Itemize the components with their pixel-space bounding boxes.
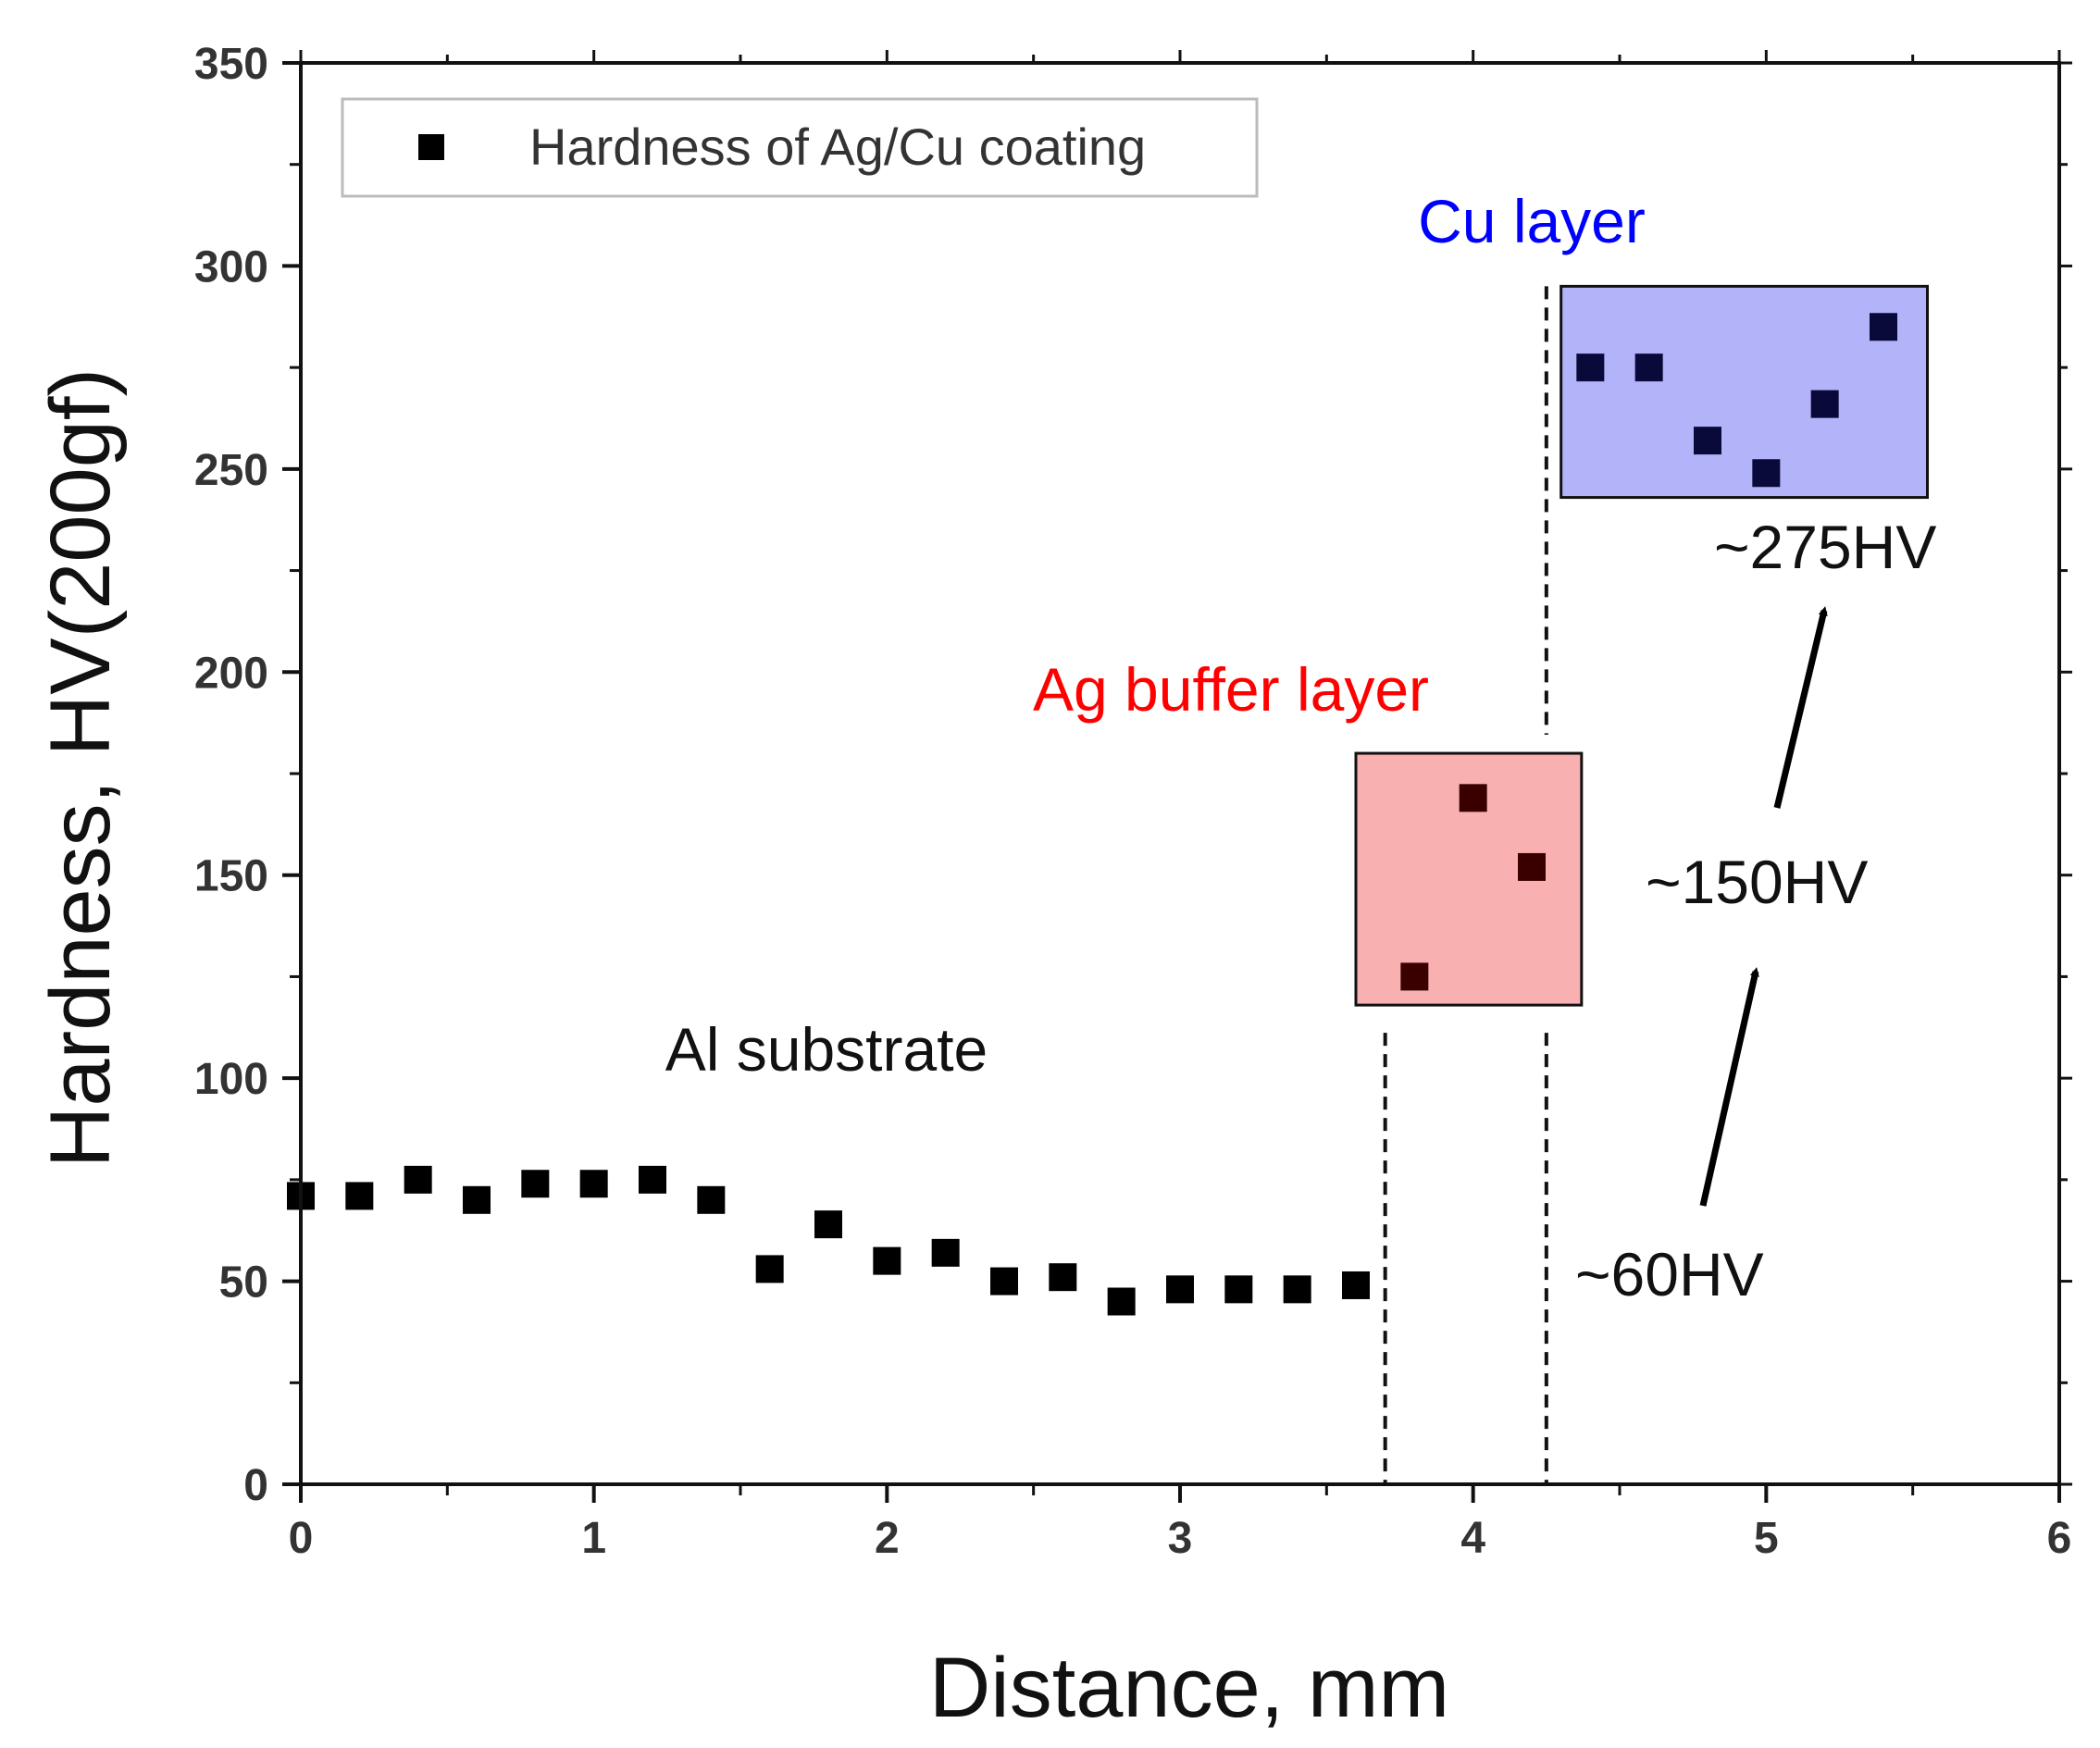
data-point — [755, 1255, 784, 1283]
data-point — [1107, 1287, 1136, 1316]
data-point — [639, 1165, 666, 1194]
x-tick-label: 1 — [581, 1514, 606, 1563]
data-point — [579, 1170, 608, 1198]
data-point — [1634, 353, 1663, 382]
data-point — [1283, 1275, 1311, 1304]
al-substrate-label: Al substrate — [665, 1015, 988, 1084]
x-tick-label: 2 — [875, 1514, 900, 1563]
region-box-1 — [1559, 284, 1929, 500]
x-tick-label: 3 — [1168, 1514, 1193, 1563]
plot-frame — [299, 61, 2061, 1486]
data-point — [404, 1165, 432, 1194]
y-tick-label: 300 — [194, 242, 268, 291]
x-tick-label: 4 — [1460, 1514, 1485, 1563]
data-point — [521, 1170, 550, 1198]
boundaries-layer — [1383, 286, 1548, 1484]
data-point — [697, 1185, 726, 1214]
data-point — [1166, 1275, 1194, 1304]
data-point — [1459, 784, 1487, 812]
data-point — [1049, 1263, 1077, 1292]
data-point — [1224, 1275, 1253, 1304]
data-point — [1342, 1271, 1370, 1299]
y-tick-label: 50 — [219, 1258, 268, 1308]
legend-marker — [418, 134, 444, 160]
x-tick-label: 6 — [2047, 1514, 2072, 1563]
x-tick-label: 0 — [289, 1514, 314, 1563]
legend-label: Hardness of Ag/Cu coating — [529, 118, 1146, 176]
y-tick-label: 250 — [194, 446, 268, 495]
data-point — [1400, 962, 1429, 991]
hardness-275hv-label: ~275HV — [1714, 513, 1936, 581]
data-point — [463, 1185, 491, 1214]
x-tick-label: 5 — [1754, 1514, 1779, 1563]
axis-ticks: 0 1 2 3 4 5 6 0 50 100 150 200 250 300 350 — [194, 40, 2072, 1563]
y-tick-label: 200 — [194, 649, 268, 698]
x-axis-title: Distance, mm — [929, 1641, 1449, 1735]
legend-box — [341, 97, 1259, 198]
data-point — [1870, 313, 1897, 341]
data-point — [1694, 427, 1721, 455]
data-point — [873, 1246, 901, 1275]
y-tick-label: 100 — [194, 1055, 268, 1104]
data-point — [1576, 353, 1605, 382]
ag-buffer-layer-label: Ag buffer layer — [1033, 655, 1429, 724]
data-point — [1518, 852, 1546, 881]
y-tick-label: 350 — [194, 40, 268, 89]
data-point — [1810, 390, 1839, 418]
hardness-150hv-label: ~150HV — [1646, 848, 1868, 916]
hardness-60hv-label: ~60HV — [1575, 1240, 1764, 1308]
y-axis-title: Hardness, HV(200gf) — [33, 368, 128, 1168]
data-point — [814, 1210, 842, 1239]
legend: Hardness of Ag/Cu coating — [341, 97, 1259, 198]
data-point — [1752, 459, 1781, 488]
data-point — [345, 1182, 374, 1210]
arrow-150-to-275 — [1773, 606, 1828, 809]
data-point — [990, 1267, 1018, 1296]
cu-layer-label: Cu layer — [1418, 187, 1646, 255]
y-tick-label: 0 — [243, 1461, 268, 1510]
y-tick-label: 150 — [194, 852, 268, 901]
arrow-60-to-150 — [1699, 967, 1759, 1207]
data-point — [931, 1238, 960, 1267]
